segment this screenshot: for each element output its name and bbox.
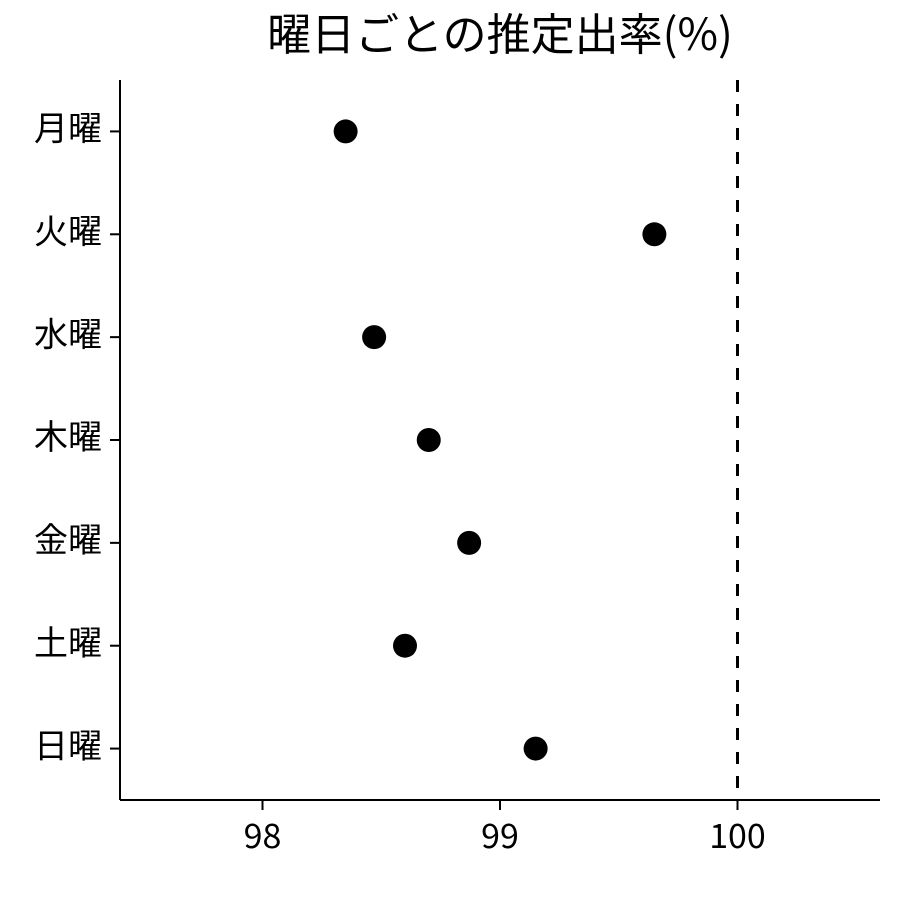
data-point (334, 119, 358, 143)
x-tick-label: 100 (709, 809, 766, 858)
dot-plot-chart: 曜日ごとの推定出率(%) 98 99 100 月曜火曜水曜木曜金曜土曜日曜 (0, 0, 900, 900)
data-point (417, 428, 441, 452)
y-tick-label: 火曜 (34, 205, 102, 254)
y-tick-label: 水曜 (34, 307, 102, 356)
y-tick-label: 月曜 (34, 102, 102, 151)
y-tick-label: 木曜 (34, 410, 102, 459)
data-points (334, 119, 667, 760)
y-tick-label: 日曜 (34, 719, 102, 768)
chart-title: 曜日ごとの推定出率(%) (267, 0, 733, 63)
data-point (393, 634, 417, 658)
x-axis-ticks: 98 99 100 (244, 800, 766, 858)
x-tick-label: 98 (244, 809, 282, 858)
y-tick-label: 金曜 (34, 513, 102, 562)
y-tick-label: 土曜 (34, 616, 102, 665)
y-axis-ticks: 月曜火曜水曜木曜金曜土曜日曜 (34, 102, 120, 768)
data-point (362, 325, 386, 349)
data-point (457, 531, 481, 555)
data-point (524, 737, 548, 761)
x-tick-label: 99 (481, 809, 519, 858)
data-point (642, 222, 666, 246)
